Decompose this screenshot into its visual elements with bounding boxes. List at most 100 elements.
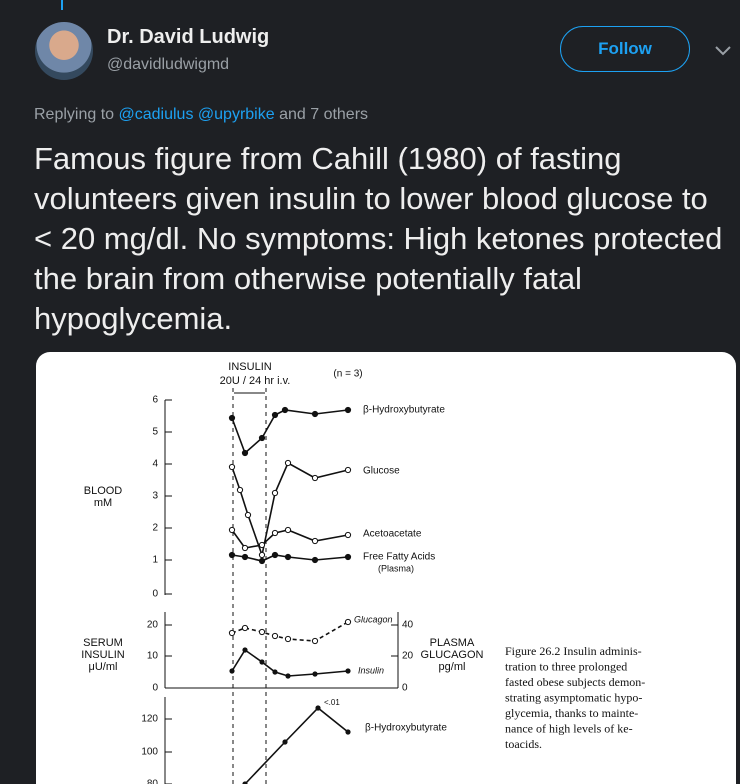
curve bbox=[231, 648, 349, 677]
figure-text: 20U / 24 hr i.v. bbox=[220, 375, 291, 387]
point bbox=[311, 556, 319, 564]
point bbox=[281, 406, 289, 414]
figure-text: toacids. bbox=[505, 737, 542, 751]
point bbox=[271, 529, 279, 537]
figure-text: 5 bbox=[152, 427, 158, 438]
figure-text: 20 bbox=[147, 620, 159, 631]
point bbox=[344, 618, 352, 626]
figure-text: 100 bbox=[141, 747, 158, 758]
curve bbox=[231, 529, 349, 549]
author-name[interactable]: Dr. David Ludwig bbox=[107, 26, 270, 48]
point bbox=[271, 632, 279, 640]
point bbox=[344, 553, 352, 561]
figure-text: fasted obese subjects demon- bbox=[505, 675, 645, 689]
point bbox=[258, 551, 266, 559]
point bbox=[259, 659, 265, 665]
figure-text: 0 bbox=[402, 683, 408, 694]
figure-text: 20 bbox=[402, 651, 414, 662]
point bbox=[258, 628, 266, 636]
point bbox=[258, 557, 266, 565]
figure-text: INSULIN bbox=[228, 361, 271, 373]
reply-prefix: Replying to bbox=[34, 106, 115, 123]
point bbox=[241, 449, 249, 457]
figure-text: GLUCAGON bbox=[421, 649, 484, 661]
point bbox=[284, 526, 292, 534]
figure-text: (Plasma) bbox=[378, 563, 414, 573]
point bbox=[345, 668, 351, 674]
figure-text: Glucose bbox=[363, 466, 400, 477]
figure-text: INSULIN bbox=[81, 649, 124, 661]
point bbox=[228, 629, 236, 637]
figure-text: β-Hydroxybutyrate bbox=[363, 405, 445, 416]
figure-text: pg/ml bbox=[439, 661, 466, 673]
figure-text: 120 bbox=[141, 714, 158, 725]
figure-text: Acetoacetate bbox=[363, 529, 422, 540]
avatar[interactable] bbox=[35, 22, 93, 80]
point bbox=[271, 411, 279, 419]
point bbox=[284, 635, 292, 643]
figure-text: 4 bbox=[152, 459, 158, 470]
point bbox=[271, 489, 279, 497]
figure-text: Insulin bbox=[358, 665, 384, 675]
figure-text: strating asymptomatic hypo- bbox=[505, 690, 642, 704]
figure-text: <.01 bbox=[324, 698, 340, 707]
figure-text: nance of high levels of ke- bbox=[505, 721, 633, 735]
figure-text: 6 bbox=[152, 395, 158, 406]
curve bbox=[231, 461, 349, 558]
point bbox=[241, 553, 249, 561]
point bbox=[228, 526, 236, 534]
reply-suffix: and 7 others bbox=[279, 106, 369, 123]
figure-text: tration to three prolonged bbox=[505, 659, 627, 673]
figure-text: μU/ml bbox=[89, 661, 118, 673]
figure-text: Glucagon bbox=[354, 614, 393, 624]
figure-image[interactable]: INSULIN 20U / 24 hr i.v. (n = 3) 6 5 4 3 2 1 0 BLO… bbox=[36, 352, 736, 784]
point bbox=[228, 551, 236, 559]
figure-text: β-Hydroxybutyrate bbox=[365, 723, 447, 734]
point bbox=[344, 406, 352, 414]
point bbox=[345, 729, 351, 735]
figure-text: 1 bbox=[152, 555, 158, 566]
figure-text: BLOOD bbox=[84, 485, 123, 497]
figure-text: 0 bbox=[152, 683, 158, 694]
figure-text: SERUM bbox=[83, 637, 123, 649]
point bbox=[242, 781, 248, 784]
more-chevron[interactable] bbox=[714, 44, 732, 58]
figure-text: Figure 26.2 Insulin adminis- bbox=[505, 644, 642, 658]
mention[interactable]: @upyrbike bbox=[197, 106, 275, 123]
follow-button[interactable]: Follow bbox=[560, 26, 690, 72]
point bbox=[284, 459, 292, 467]
figure-text: glycemia, thanks to mainte- bbox=[505, 706, 638, 720]
mention[interactable]: @cadiulus bbox=[118, 106, 194, 123]
curve bbox=[244, 706, 349, 784]
figure-text: 2 bbox=[152, 523, 158, 534]
point bbox=[312, 671, 318, 677]
point bbox=[228, 463, 236, 471]
figure-text: 80 bbox=[147, 779, 159, 784]
point bbox=[236, 486, 244, 494]
point bbox=[311, 474, 319, 482]
figure-text: 40 bbox=[402, 620, 414, 631]
figure-text: 3 bbox=[152, 491, 158, 502]
point bbox=[258, 434, 266, 442]
figure: INSULIN 20U / 24 hr i.v. (n = 3) 6 5 4 3 2 1 0 BLO… bbox=[81, 361, 645, 784]
figure-text: Free Fatty Acids bbox=[363, 552, 435, 563]
point bbox=[284, 553, 292, 561]
point bbox=[311, 637, 319, 645]
point bbox=[344, 466, 352, 474]
curve bbox=[231, 409, 349, 455]
reply-line: Replying to @cadiulus @upyrbike and 7 ot… bbox=[34, 106, 368, 124]
point bbox=[229, 668, 235, 674]
figure-text: (n = 3) bbox=[333, 369, 362, 380]
point bbox=[258, 541, 266, 549]
point bbox=[241, 624, 249, 632]
point bbox=[282, 739, 288, 745]
figure-text: PLASMA bbox=[430, 637, 475, 649]
author-handle[interactable]: @davidludwigmd bbox=[107, 56, 230, 73]
figure-text: 0 bbox=[152, 589, 158, 600]
point bbox=[285, 673, 291, 679]
point bbox=[311, 537, 319, 545]
point bbox=[272, 669, 278, 675]
figure-text: mM bbox=[94, 497, 112, 509]
point bbox=[344, 531, 352, 539]
